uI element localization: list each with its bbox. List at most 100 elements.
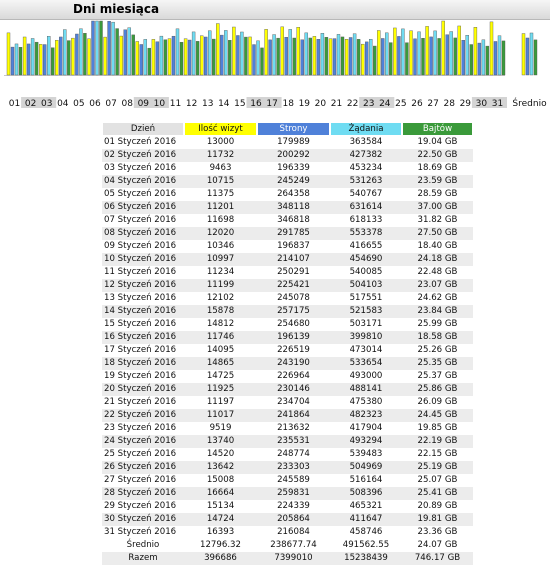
cell-hits: 631614 (330, 201, 402, 214)
x-axis-label: Średnio (512, 97, 547, 109)
cell-hits: 473014 (330, 344, 402, 357)
cell-visits: 11197 (184, 396, 257, 409)
column-header-bytes: Bajtów (402, 122, 473, 136)
table-row: 09 Styczeń 2016 10346 196837 416655 18.40 GB (102, 240, 473, 253)
cell-pages: 196339 (257, 162, 330, 175)
x-axis-label: 21 (331, 99, 342, 109)
bar-visits-28 (442, 21, 445, 75)
bar-bytes-12 (196, 41, 199, 75)
bar-hits-18 (289, 29, 292, 75)
cell-bytes: 23.59 GB (402, 175, 473, 188)
bar-bytes-16 (261, 48, 264, 75)
table-row: 03 Styczeń 2016 9463 196339 453234 18.69 GB (102, 162, 473, 175)
bar-pages-02 (27, 44, 30, 75)
bar-hits-07 (112, 22, 115, 75)
cell-hits: 417904 (330, 422, 402, 435)
table-row: 21 Styczeń 2016 11197 234704 475380 26.09 GB (102, 396, 473, 409)
cell-visits: 10715 (184, 175, 257, 188)
table-row: 08 Styczeń 2016 12020 291785 553378 27.50 GB (102, 227, 473, 240)
cell-day: 14 Styczeń 2016 (102, 305, 184, 318)
table-row: 30 Styczeń 2016 14724 205864 411647 19.81 GB (102, 513, 473, 526)
bar-visits-16 (249, 37, 252, 75)
table-row: 13 Styczeń 2016 12102 245078 517551 24.62 GB (102, 292, 473, 305)
table-row: 18 Styczeń 2016 14865 243190 533654 25.35 GB (102, 357, 473, 370)
bar-pages-11 (172, 36, 175, 75)
cell-day: 19 Styczeń 2016 (102, 370, 184, 383)
x-axis-label: 27 (427, 99, 438, 109)
bar-pages-07 (108, 21, 111, 75)
cell-pages: 225421 (257, 279, 330, 292)
cell-visits: 9519 (184, 422, 257, 435)
x-axis-label: 16 (250, 99, 262, 109)
table-row: 07 Styczeń 2016 11698 346818 618133 31.82 GB (102, 214, 473, 227)
cell-hits: 503171 (330, 318, 402, 331)
bar-visits-05 (71, 38, 74, 75)
bar-bytes-18 (293, 38, 296, 75)
bar-hits-22 (353, 34, 356, 75)
bar-bytes-13 (212, 39, 215, 75)
cell-pages: 205864 (257, 513, 330, 526)
cell-hits: 531263 (330, 175, 402, 188)
cell-bytes: 25.86 GB (402, 383, 473, 396)
cell-hits: 411647 (330, 513, 402, 526)
bar-visits-27 (426, 26, 429, 75)
cell-hits: 504103 (330, 279, 402, 292)
bar-visits-15 (232, 27, 235, 75)
table-header-row: Dzień Ilość wizyt Strony Żądania Bajtów (102, 122, 473, 136)
cell-pages: 233303 (257, 461, 330, 474)
cell-hits: 539483 (330, 448, 402, 461)
bar-hits-08 (128, 28, 131, 75)
bar-bytes-07 (116, 29, 119, 75)
cell-pages: 224339 (257, 500, 330, 513)
column-header-visits: Ilość wizyt (184, 122, 257, 136)
cell-hits: 363584 (330, 136, 402, 149)
bar-bytes-19 (309, 38, 312, 75)
cell-visits: 16393 (184, 526, 257, 539)
cell-visits: 14724 (184, 513, 257, 526)
bar-pages-31 (494, 41, 497, 75)
cell-visits: 12102 (184, 292, 257, 305)
cell-pages: 245078 (257, 292, 330, 305)
x-axis-label: 28 (443, 99, 455, 109)
table-row: 26 Styczeń 2016 13642 233303 504969 25.19 GB (102, 461, 473, 474)
bar-visits-20 (313, 36, 316, 75)
cell-pages: 196139 (257, 331, 330, 344)
bar-bytes-14 (228, 40, 231, 75)
bar-hits-04 (63, 30, 66, 75)
total-bytes: 746.17 GB (402, 552, 473, 565)
cell-bytes: 24.45 GB (402, 409, 473, 422)
bar-pages-25 (397, 36, 400, 75)
cell-bytes: 28.59 GB (402, 188, 473, 201)
bar-hits-Średnio (530, 33, 533, 75)
cell-visits: 14865 (184, 357, 257, 370)
x-axis-label: 31 (492, 99, 503, 109)
cell-visits: 11746 (184, 331, 257, 344)
cell-day: 06 Styczeń 2016 (102, 201, 184, 214)
section-header: Dni miesiąca (0, 0, 550, 20)
cell-day: 23 Styczeń 2016 (102, 422, 184, 435)
bar-pages-12 (188, 40, 191, 75)
cell-hits: 453234 (330, 162, 402, 175)
bar-visits-19 (297, 27, 300, 75)
cell-hits: 458746 (330, 526, 402, 539)
table-row: 24 Styczeń 2016 13740 235531 493294 22.19 GB (102, 435, 473, 448)
bar-bytes-03 (51, 48, 54, 75)
total-label: Razem (102, 552, 184, 565)
average-pages: 238677.74 (257, 539, 330, 552)
cell-visits: 15134 (184, 500, 257, 513)
bar-pages-15 (236, 35, 239, 75)
cell-visits: 11201 (184, 201, 257, 214)
cell-hits: 399810 (330, 331, 402, 344)
daily-stats-table: Dzień Ilość wizyt Strony Żądania Bajtów … (102, 122, 473, 565)
cell-day: 09 Styczeń 2016 (102, 240, 184, 253)
x-axis-label: 23 (363, 99, 374, 109)
bar-visits-07 (104, 37, 107, 75)
bar-visits-08 (120, 36, 123, 75)
bar-hits-19 (305, 33, 308, 75)
table-row: 01 Styczeń 2016 13000 179989 363584 19.04 GB (102, 136, 473, 149)
x-axis-label: 17 (266, 99, 277, 109)
cell-day: 21 Styczeń 2016 (102, 396, 184, 409)
bar-visits-25 (393, 28, 396, 75)
cell-day: 25 Styczeń 2016 (102, 448, 184, 461)
cell-bytes: 24.62 GB (402, 292, 473, 305)
